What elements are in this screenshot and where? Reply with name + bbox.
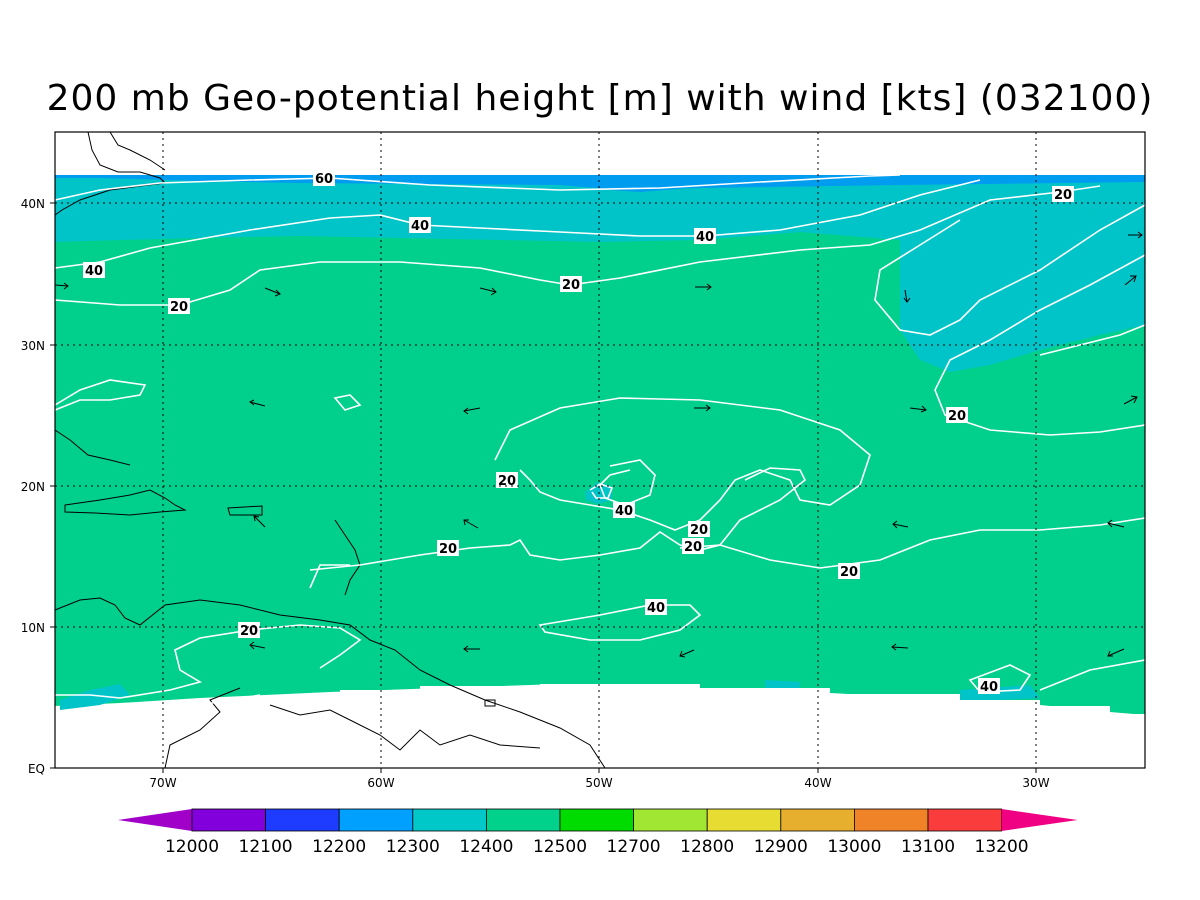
contour-label: 40 bbox=[613, 502, 635, 519]
contour-labels: 60 40 40 40 20 20 20 20 20 40 20 20 20 20 40 20 40 bbox=[83, 170, 1074, 695]
colorbar-swatch bbox=[854, 808, 929, 832]
svg-text:40: 40 bbox=[85, 264, 103, 279]
svg-text:40: 40 bbox=[980, 680, 998, 695]
svg-text:20: 20 bbox=[439, 542, 457, 557]
wind-vectors bbox=[54, 231, 1143, 658]
colorbar-swatch bbox=[633, 808, 708, 832]
lon-label-50w: 50W bbox=[585, 776, 612, 790]
colorbar-arrow-high bbox=[1001, 809, 1078, 831]
svg-text:20: 20 bbox=[684, 540, 702, 555]
axis-ticks bbox=[50, 202, 1037, 773]
colorbar-label: 13200 bbox=[975, 837, 1029, 857]
colorbar-swatch bbox=[706, 808, 782, 832]
colorbar-swatch bbox=[927, 808, 1002, 832]
contour-label: 20 bbox=[688, 521, 710, 538]
colorbar-label: 12000 bbox=[165, 837, 219, 857]
lon-label-40w: 40W bbox=[804, 776, 831, 790]
colorbar: 12000 12100 12200 12300 12400 12500 12700 12800… bbox=[118, 808, 1078, 857]
lon-label-60w: 60W bbox=[367, 776, 394, 790]
colorbar-swatch bbox=[338, 808, 414, 832]
svg-text:40: 40 bbox=[647, 601, 665, 616]
svg-text:20: 20 bbox=[1054, 188, 1072, 203]
colorbar-swatch bbox=[265, 808, 340, 832]
colorbar-label: 12700 bbox=[607, 837, 661, 857]
svg-text:40: 40 bbox=[411, 219, 429, 234]
no-data-region bbox=[55, 684, 1145, 768]
colorbar-label: 13000 bbox=[827, 837, 881, 857]
height-shade-12400 bbox=[55, 175, 1145, 715]
svg-text:20: 20 bbox=[562, 278, 580, 293]
lat-label-10n: 10N bbox=[21, 621, 45, 635]
colorbar-label: 12800 bbox=[680, 837, 734, 857]
svg-text:60: 60 bbox=[315, 172, 333, 187]
contour-label: 20 bbox=[437, 540, 459, 557]
contour-label: 40 bbox=[645, 599, 667, 616]
grid-lines bbox=[55, 132, 1145, 768]
lon-label-70w: 70W bbox=[149, 776, 176, 790]
contour-label: 20 bbox=[168, 298, 190, 315]
colorbar-swatch bbox=[485, 808, 561, 832]
contour-label: 20 bbox=[560, 276, 582, 293]
lat-label-40n: 40N bbox=[21, 197, 45, 211]
contour-label: 20 bbox=[1052, 186, 1074, 203]
contour-label: 20 bbox=[946, 407, 968, 424]
colorbar-label: 12300 bbox=[386, 837, 440, 857]
height-shade-12300-south bbox=[60, 684, 130, 710]
plot-frame bbox=[54, 131, 1146, 769]
contour-label: 20 bbox=[838, 563, 860, 580]
svg-text:20: 20 bbox=[690, 523, 708, 538]
height-shade-12300-north bbox=[55, 175, 1145, 242]
colorbar-label: 12100 bbox=[239, 837, 293, 857]
contour-label: 20 bbox=[238, 622, 260, 639]
height-shade-12300-northeast bbox=[900, 180, 1145, 372]
svg-text:20: 20 bbox=[948, 409, 966, 424]
svg-text:20: 20 bbox=[840, 565, 858, 580]
colorbar-swatch bbox=[412, 808, 487, 832]
wind-contours bbox=[54, 174, 1146, 709]
svg-text:20: 20 bbox=[498, 474, 516, 489]
contour-label: 60 bbox=[313, 170, 335, 187]
svg-text:20: 20 bbox=[240, 624, 258, 639]
colorbar-label: 12400 bbox=[459, 837, 513, 857]
height-shade-12300-south2 bbox=[765, 680, 800, 690]
contour-label: 40 bbox=[409, 217, 431, 234]
contour-label: 40 bbox=[694, 228, 716, 245]
lat-label-30n: 30N bbox=[21, 339, 45, 353]
colorbar-swatch bbox=[559, 808, 634, 832]
svg-text:40: 40 bbox=[615, 504, 633, 519]
contour-label: 40 bbox=[978, 678, 1000, 695]
lon-label-30w: 30W bbox=[1022, 776, 1049, 790]
colorbar-label: 12200 bbox=[312, 837, 366, 857]
colorbar-label: 12900 bbox=[754, 837, 808, 857]
lat-label-20n: 20N bbox=[21, 480, 45, 494]
map-title: 200 mb Geo-potential height [m] with win… bbox=[46, 78, 1154, 119]
colorbar-arrow-low bbox=[118, 809, 192, 831]
colorbar-swatch bbox=[191, 808, 266, 832]
contour-label: 20 bbox=[496, 472, 518, 489]
colorbar-label: 13100 bbox=[901, 837, 955, 857]
svg-text:40: 40 bbox=[696, 230, 714, 245]
colorbar-swatch bbox=[780, 808, 855, 832]
lat-label-eq: EQ bbox=[28, 762, 45, 776]
contour-label: 40 bbox=[83, 262, 105, 279]
contour-label: 20 bbox=[682, 538, 704, 555]
colorbar-label: 12500 bbox=[533, 837, 587, 857]
svg-text:20: 20 bbox=[170, 300, 188, 315]
